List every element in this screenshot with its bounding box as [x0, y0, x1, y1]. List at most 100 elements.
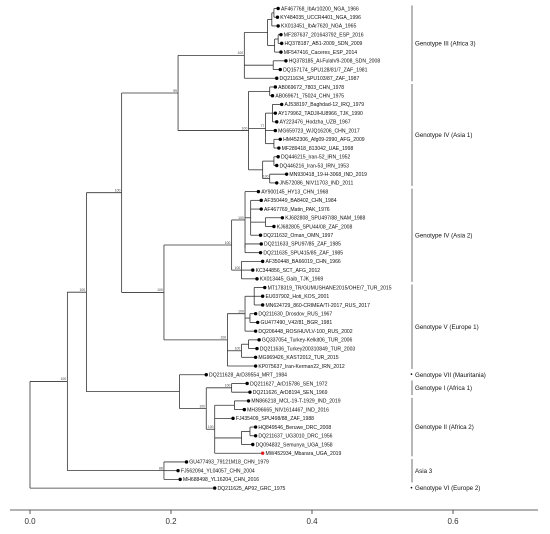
axis-tick-label: 0.2 [165, 517, 177, 526]
group-label: Genotype V (Europe 1) [415, 324, 479, 331]
leaf-node [280, 216, 285, 220]
leaf-node [251, 442, 255, 447]
leaf-label: DQ211627_ArD15786_SEN_1972 [250, 381, 328, 387]
leaf-label: AY900145_HY13_CHN_1968 [261, 189, 328, 195]
leaf-node [260, 451, 265, 455]
bootstrap-value: 100 [208, 425, 214, 429]
leaf-node [260, 259, 265, 264]
distance-axis: 0.0 0.2 0.4 0.6 [10, 509, 538, 526]
group-bullet: • [410, 485, 412, 492]
leaf-label: GU477493_79121M18_CHN_1979 [189, 460, 269, 466]
leaf-node [253, 425, 258, 429]
leaf-node [279, 41, 284, 46]
leaf-label: DQ211626_ArD8194_SEN_1969 [253, 390, 328, 396]
leaf-node [242, 407, 247, 412]
leaf-node [213, 486, 217, 490]
bootstrap-value: 100 [238, 310, 244, 314]
bootstrap-value: 100 [80, 288, 86, 292]
bootstrap-value: 88 [159, 466, 163, 470]
leaf-node [256, 320, 260, 325]
leaf-label: GQ337054_Turkey-Kelkit06_TUR_2006 [262, 338, 353, 344]
axis-tick-label: 0.4 [306, 517, 318, 526]
leaf-node [256, 189, 261, 194]
leaf-label: MN624729_860-CRIMEA/TI-2017_RUS_2017 [265, 303, 370, 309]
leaf-label: FJ562094_YL04057_CHN_2004 [181, 468, 255, 474]
group-label: Genotype III (Africa 3) [415, 40, 476, 47]
leaf-node [204, 373, 208, 377]
leaf-label: HQ849546_Beruwe_DRC_2008 [258, 425, 331, 431]
leaf-node [263, 285, 267, 290]
group-bullet: • [410, 372, 412, 379]
leaf-label: KY484035_UCCR4401_NGA_1996 [280, 15, 361, 21]
leaf-label: MF287637_201643792_ESP_2016 [284, 32, 364, 38]
leaf-node [276, 24, 280, 28]
leaf-node [276, 6, 280, 11]
leaf-label: JN572086_NIV11703_IND_2011 [280, 181, 354, 187]
leaf-node [231, 416, 235, 421]
group-label: Genotype VII (Mauritania) [415, 372, 486, 379]
leaf-label: KP075637_Iran-Kerman22_IRN_2012 [258, 364, 345, 370]
leaf-node [259, 207, 263, 211]
leaf-node [253, 312, 258, 316]
bootstrap-value: 100 [235, 266, 241, 270]
leaf-node [279, 102, 284, 107]
bootstrap-value: 100 [115, 189, 121, 193]
leaf-label: KJ682808_SPU497/88_NAM_1988 [285, 216, 365, 222]
leaf-label: DQ211637_UG3010_DRC_1956 [258, 434, 332, 440]
leaf-label: MG969426_KAST2012_TUR_2015 [258, 355, 338, 361]
leaf-label: KJ682805_SPU44/08_ZAF_2008 [277, 224, 353, 230]
leaf-label: MF289418_813042_UAE_1998 [282, 146, 354, 152]
leaf-node [258, 233, 263, 237]
leaf-label: MW452934_Mbarara_UGA_2019 [265, 451, 341, 457]
bootstrap-value: 77 [260, 124, 264, 128]
leaf-label: KX013445_Gaib_TJK_1969 [260, 277, 324, 283]
leaf-label: AB069671_75024_CHN_1975 [275, 94, 344, 100]
leaf-label: AY179962_TADJ/HU8966_TJK_1990 [278, 111, 363, 117]
bootstrap-values: 100 77 100 100 99 100 100 100 100 100 100 100 100 100… [60, 51, 268, 470]
leaf-node [260, 303, 265, 307]
bootstrap-value: 100 [237, 51, 243, 55]
genotype-brackets: Genotype III (Africa 3) Genotype IV (Asia… [410, 5, 486, 492]
leaf-node [176, 468, 180, 473]
leaf-node [275, 15, 280, 19]
leaf-label: DQ206448_ROS/HUVLV-100_RUS_2002 [258, 329, 352, 335]
leaf-node [284, 59, 288, 63]
leaf-node [275, 76, 279, 80]
leaf-node [178, 477, 182, 482]
leaf-node [273, 128, 278, 133]
leaf-label: DQ211625_AP92_GRC_1975 [218, 486, 286, 492]
leaf-label: MH688498_YL16204_CHN_2016 [183, 477, 259, 483]
leaf-label: DQ446215_Iran-52_IRN_1952 [281, 155, 351, 161]
bootstrap-value: 100 [60, 377, 66, 381]
leaf-node [245, 381, 249, 386]
leaf-label: MN866218_MCL-19-T-1929_IND_2019 [251, 399, 340, 405]
leaf-node [270, 94, 275, 98]
leaf-label: DQ211633_SPU97/85_ZAF_1985 [264, 242, 341, 248]
leaf-node [184, 460, 189, 464]
bootstrap-value: 100 [221, 336, 227, 340]
leaf-label: AF467769_Matin_PAK_1976 [264, 207, 330, 213]
group-label: Genotype IV (Asia 2) [415, 232, 472, 239]
leaf-node [260, 294, 265, 298]
leaf-label: AJ538197_Baghdad-12_IRQ_1979 [284, 102, 364, 108]
leaf-label: HM452306_Afg09-2990_AFG_2009 [283, 137, 365, 143]
leaf-label: AF350449_BA8402_CHN_1984 [264, 198, 337, 204]
leaf-label: GU477490_V42/81_BGR_1981 [261, 320, 333, 326]
leaf-node [273, 85, 278, 89]
leaf-label: DQ446216_Iran-53_IRN_1953 [280, 163, 350, 169]
leaf-node [276, 155, 280, 159]
bootstrap-value: 100 [238, 216, 244, 220]
leaf-label: KC344856_SCT_AFG_2012 [256, 268, 321, 274]
leaf-node [253, 329, 258, 333]
leaf-node [279, 50, 283, 54]
group-label: Genotype II (Africa 2) [415, 424, 474, 431]
group-label: Genotype I (Africa 1) [415, 385, 472, 392]
leaf-label: DQ211630_Drosdov_RUS_1967 [258, 312, 332, 318]
group-label: Genotype IV (Asia 1) [415, 132, 472, 139]
leaf-label: FJ435409_SPU498/88_ZAF_1988 [236, 416, 314, 422]
leaf-labels: AF467768_IbAr10200_NGA_1966 KY484035_UCCR… [181, 6, 392, 492]
leaf-label: KX013451_IbAr7620_NGA_1965 [281, 24, 357, 30]
leaf-node [278, 137, 282, 141]
leaf-node [253, 434, 258, 438]
